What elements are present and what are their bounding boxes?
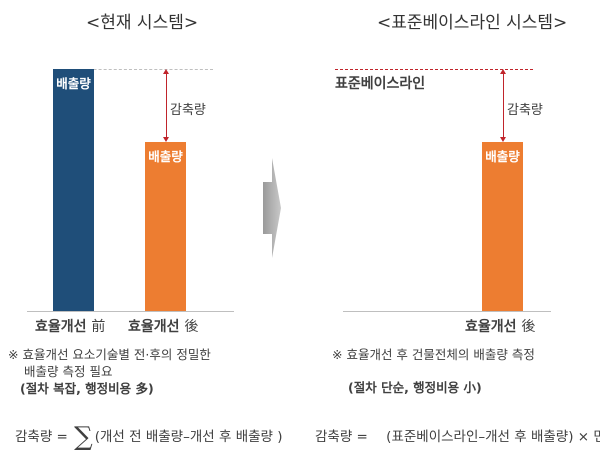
reduction-arrow-line: [166, 72, 167, 140]
before-level-dashed-line: [53, 69, 213, 70]
right-arrow-icon: [263, 158, 281, 258]
standard-baseline-label: 표준베이스라인: [335, 76, 426, 92]
arrow-up-icon: [163, 69, 169, 74]
bar-after-improvement: 배출량: [145, 142, 186, 311]
reduction-arrow-line-right: [503, 72, 504, 140]
arrow-down-icon-right: [500, 137, 506, 142]
arrow-up-icon-right: [500, 69, 506, 74]
right-note-line1: ※ 효율개선 후 건물전체의 배출량 측정: [332, 347, 535, 362]
left-note: ※ 효율개선 요소기술별 전·후의 정밀한 배출량 측정 필요 (절차 복잡, …: [8, 347, 211, 396]
standard-baseline-dashed-line: [335, 69, 533, 70]
arrow-down-icon: [163, 137, 169, 142]
left-note-procedure: (절차 복잡, 행정비용 多): [20, 381, 154, 396]
left-panel-title: <현재 시스템>: [86, 13, 199, 33]
bar-before-label: 배출량: [56, 76, 91, 91]
bar-after-improvement-right: 배출량: [482, 142, 523, 311]
x-label-after-right: 효율개선 後: [465, 319, 536, 335]
sigma-symbol: ∑: [74, 422, 93, 452]
x-label-after: 효율개선 後: [128, 319, 199, 335]
right-axis-baseline: [343, 311, 551, 312]
reduction-label: 감축량: [170, 103, 206, 118]
left-axis-baseline: [27, 311, 234, 312]
bar-after-label-right: 배출량: [485, 149, 520, 164]
reduction-label-right: 감축량: [507, 103, 543, 118]
x-label-before: 효율개선 前: [35, 319, 106, 335]
bar-after-label: 배출량: [148, 149, 183, 164]
right-formula: 감축량 = (표준베이스라인–개선 후 배출량) × 면적: [315, 429, 600, 445]
left-formula: 감축량 = ∑ (개선 전 배출량–개선 후 배출량 ): [15, 422, 283, 452]
right-panel-title: <표준베이스라인 시스템>: [377, 13, 568, 33]
right-note-procedure: (절차 단순, 행정비용 小): [348, 380, 482, 395]
bar-before-improvement: 배출량: [53, 69, 94, 311]
